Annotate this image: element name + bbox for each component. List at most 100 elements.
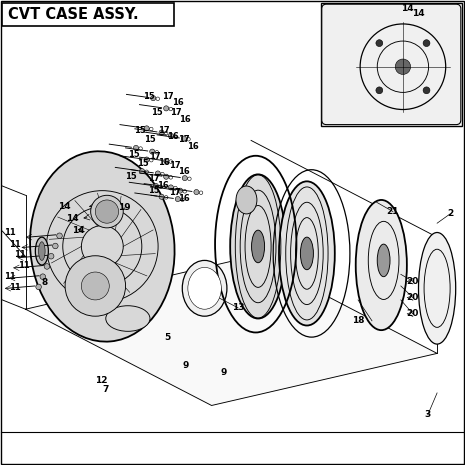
Circle shape (159, 194, 164, 199)
Text: 11: 11 (18, 261, 30, 271)
Circle shape (164, 159, 169, 164)
Text: 11: 11 (13, 250, 26, 259)
Ellipse shape (35, 237, 48, 265)
Circle shape (40, 274, 46, 279)
Text: 15: 15 (128, 150, 140, 159)
Text: 13: 13 (232, 303, 244, 312)
Text: 18: 18 (352, 316, 364, 326)
Text: 9: 9 (183, 360, 189, 370)
Ellipse shape (300, 237, 313, 270)
Text: 15: 15 (151, 108, 163, 117)
Circle shape (159, 130, 164, 135)
Text: 14: 14 (72, 226, 85, 235)
Circle shape (57, 233, 62, 239)
Circle shape (395, 59, 411, 74)
Ellipse shape (188, 267, 221, 309)
Circle shape (150, 149, 155, 154)
Circle shape (140, 169, 145, 174)
Text: 14: 14 (66, 214, 79, 223)
Text: 15: 15 (133, 126, 146, 135)
Text: 17: 17 (147, 174, 159, 183)
Text: 8: 8 (41, 278, 47, 287)
Text: 3: 3 (425, 410, 431, 419)
Circle shape (376, 40, 383, 47)
Ellipse shape (356, 200, 407, 330)
Ellipse shape (91, 195, 123, 228)
Text: CVT CASE ASSY.: CVT CASE ASSY. (8, 7, 139, 22)
Circle shape (155, 171, 160, 176)
FancyBboxPatch shape (322, 4, 461, 125)
Text: 15: 15 (143, 92, 155, 101)
Ellipse shape (30, 151, 174, 342)
Circle shape (95, 200, 119, 223)
Text: 17: 17 (149, 152, 160, 161)
Circle shape (164, 174, 169, 179)
Text: 15: 15 (147, 186, 159, 195)
Circle shape (175, 197, 180, 202)
Text: 14: 14 (412, 9, 425, 19)
Text: 16: 16 (167, 132, 179, 141)
Text: 14: 14 (58, 202, 71, 212)
Ellipse shape (279, 181, 335, 326)
Text: 2: 2 (447, 209, 453, 219)
Text: 17: 17 (178, 135, 190, 144)
Ellipse shape (182, 260, 227, 316)
Text: 12: 12 (95, 376, 107, 385)
Circle shape (168, 133, 173, 139)
Text: 20: 20 (407, 309, 419, 319)
Circle shape (168, 185, 173, 190)
Circle shape (36, 284, 41, 290)
Circle shape (133, 146, 139, 151)
Text: 16: 16 (172, 98, 184, 107)
Circle shape (151, 96, 156, 101)
Text: 11: 11 (9, 283, 21, 292)
Circle shape (194, 190, 199, 195)
Text: 5: 5 (164, 332, 171, 342)
Ellipse shape (106, 306, 150, 332)
Polygon shape (26, 257, 437, 405)
Circle shape (423, 40, 430, 47)
Circle shape (178, 188, 183, 193)
Circle shape (376, 87, 383, 94)
Ellipse shape (377, 244, 390, 277)
Circle shape (53, 243, 58, 249)
Ellipse shape (236, 186, 257, 214)
Text: 11: 11 (9, 239, 21, 249)
Ellipse shape (418, 232, 456, 344)
Text: 17: 17 (168, 160, 180, 170)
Text: 16: 16 (178, 167, 190, 176)
Bar (2, 3, 174, 26)
Text: 7: 7 (103, 385, 109, 394)
Text: 15: 15 (137, 159, 149, 168)
Text: 17: 17 (163, 92, 174, 101)
Ellipse shape (230, 174, 286, 319)
Circle shape (144, 126, 149, 131)
Text: 16: 16 (157, 180, 169, 190)
Text: 9: 9 (220, 367, 226, 377)
Circle shape (164, 106, 169, 111)
Circle shape (153, 184, 159, 189)
Circle shape (44, 264, 50, 269)
Circle shape (144, 157, 149, 162)
Text: 20: 20 (407, 277, 419, 286)
Text: 17: 17 (158, 126, 169, 135)
Text: 15: 15 (144, 135, 156, 144)
Ellipse shape (39, 242, 45, 260)
Bar (321, 3, 462, 126)
Circle shape (48, 253, 54, 259)
Text: 16: 16 (178, 194, 190, 203)
Text: 14: 14 (401, 4, 414, 13)
Circle shape (182, 176, 187, 181)
Circle shape (65, 256, 126, 316)
Ellipse shape (252, 230, 265, 263)
Text: 17: 17 (170, 108, 181, 117)
Text: 21: 21 (387, 207, 399, 216)
Circle shape (81, 272, 109, 300)
Text: 16: 16 (187, 141, 199, 151)
Text: 11: 11 (4, 228, 16, 237)
Circle shape (181, 136, 186, 141)
Text: 16: 16 (158, 158, 170, 167)
Text: 17: 17 (168, 187, 180, 197)
Text: 16: 16 (179, 114, 191, 124)
Circle shape (423, 87, 430, 94)
